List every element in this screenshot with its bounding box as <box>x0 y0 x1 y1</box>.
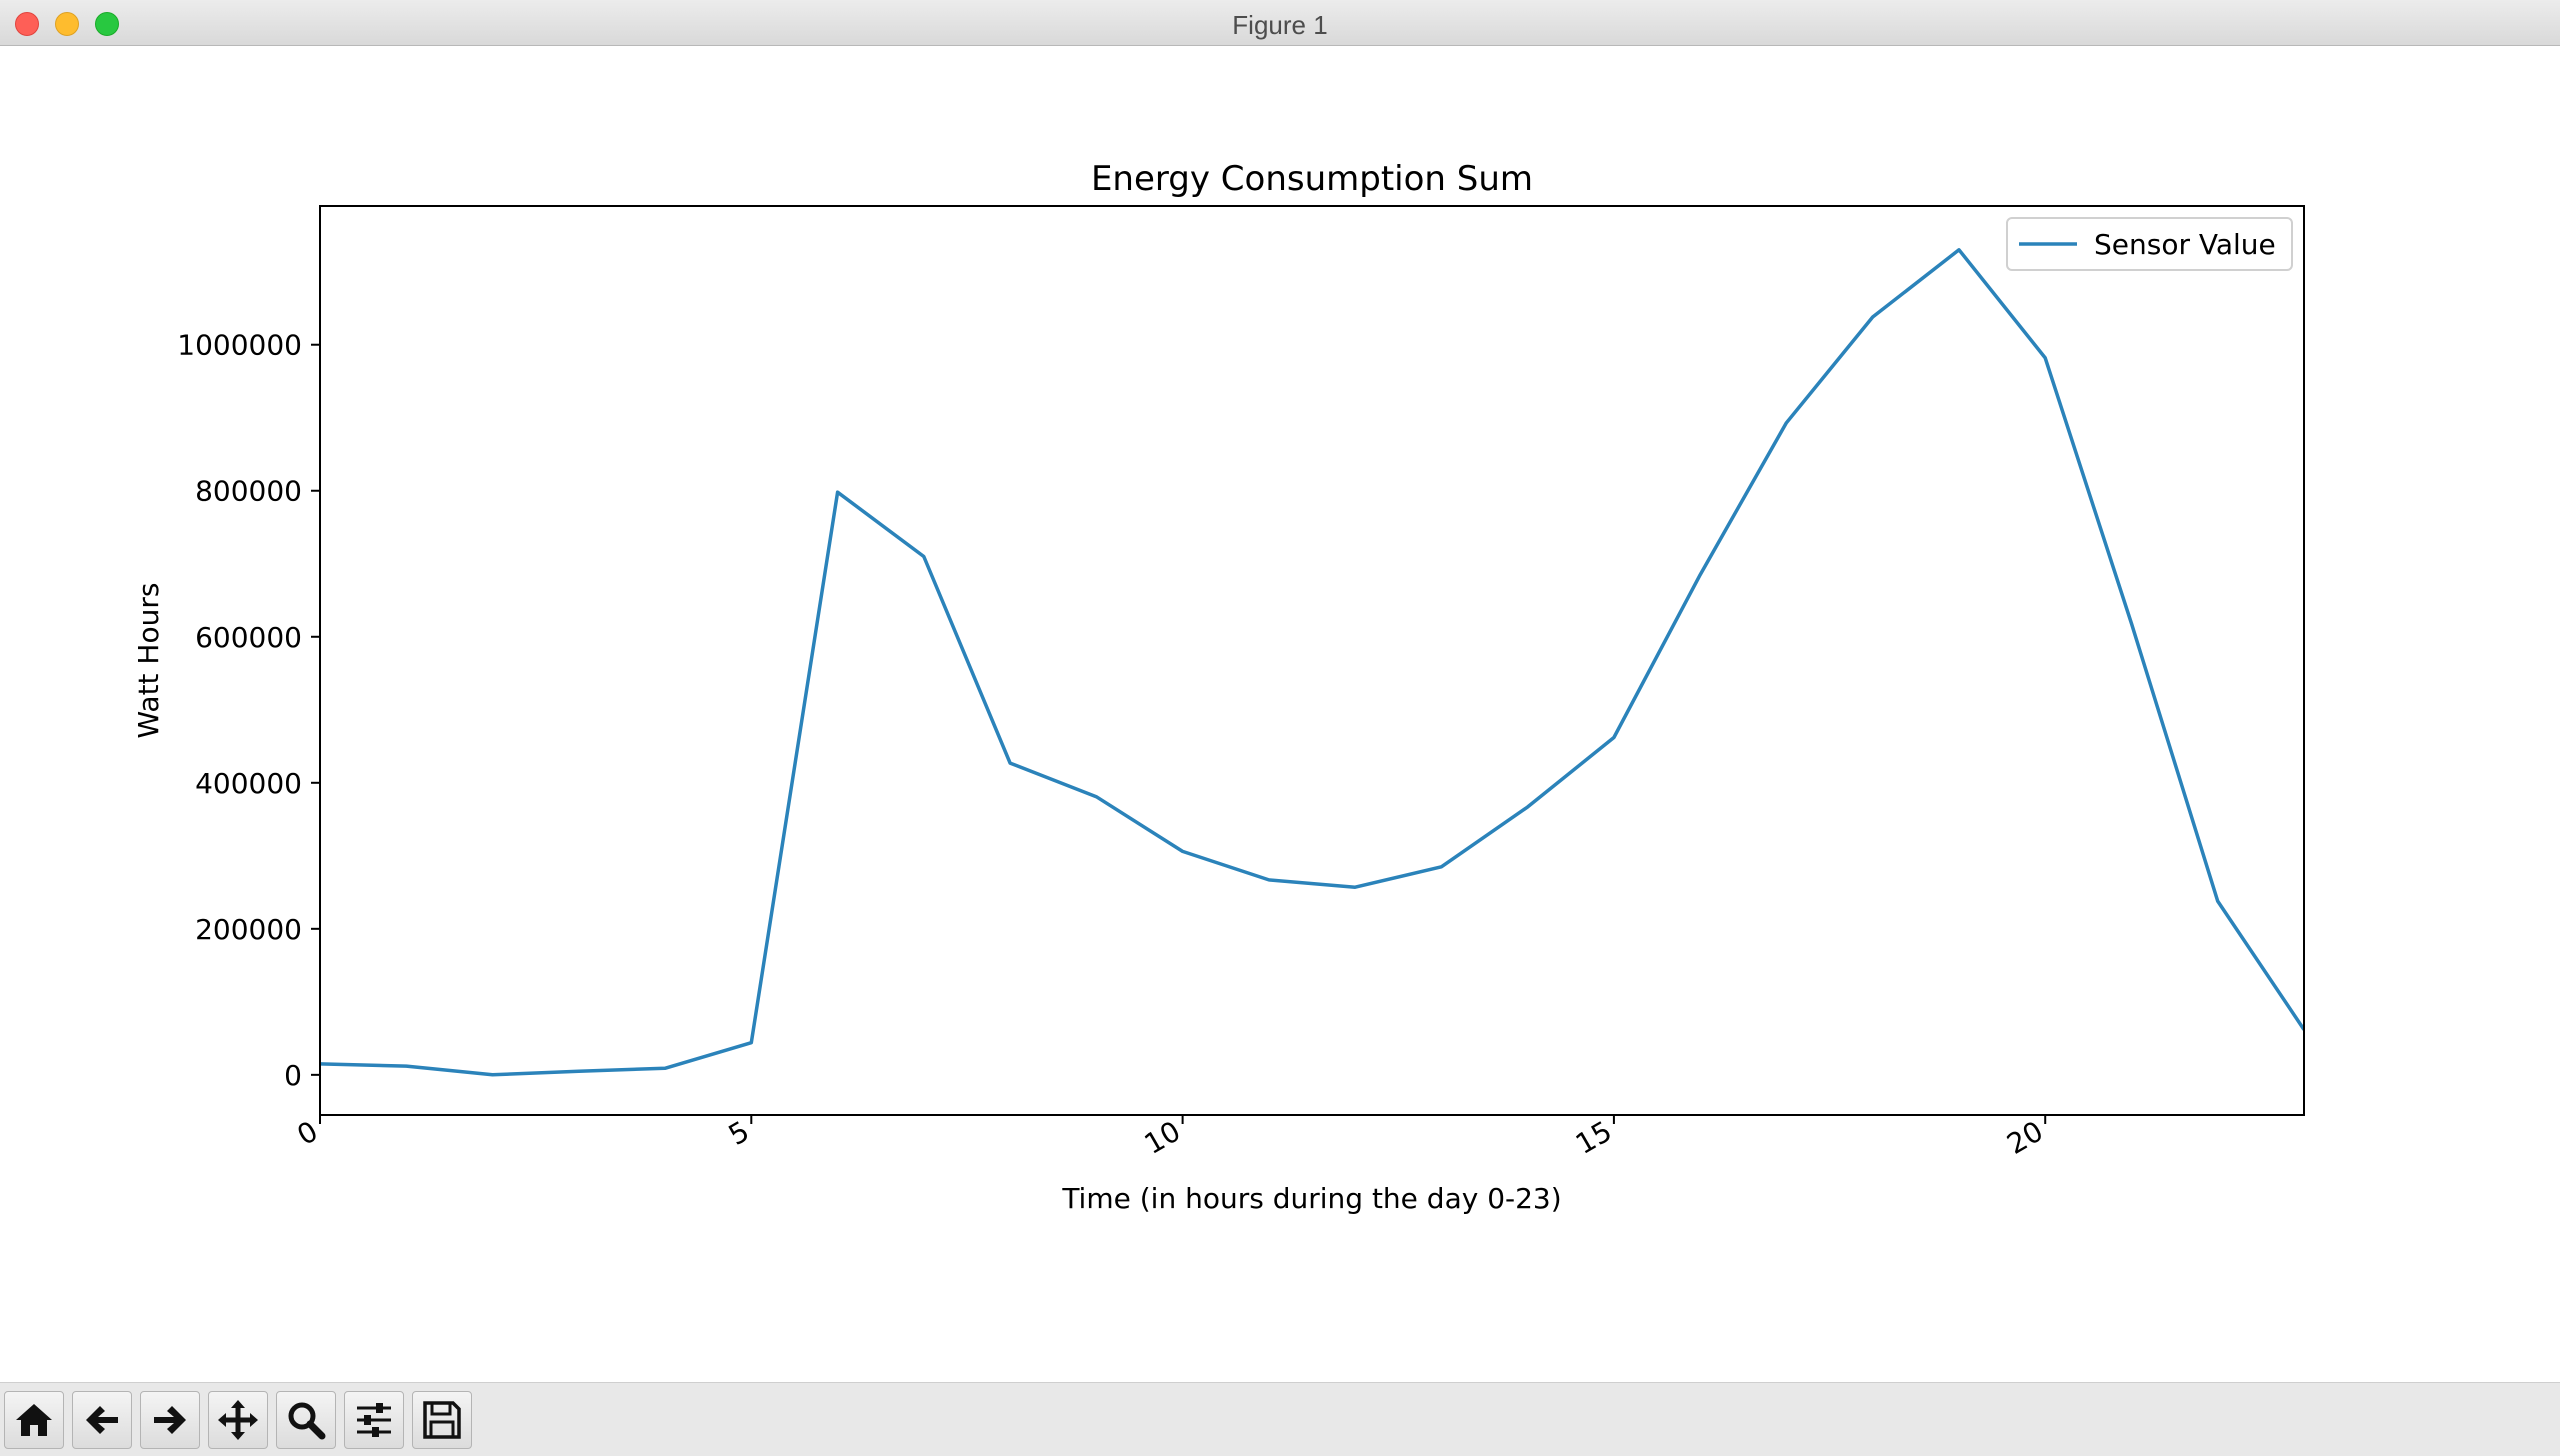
y-tick-label: 0 <box>284 1059 302 1092</box>
series-line-0 <box>320 248 2304 1077</box>
y-tick-label: 200000 <box>195 913 302 946</box>
chart-title: Energy Consumption Sum <box>1091 159 1533 199</box>
x-tick-label: 20 <box>2001 1114 2048 1160</box>
y-tick-label: 800000 <box>195 475 302 508</box>
y-axis-label: Watt Hours <box>132 583 165 739</box>
navigation-toolbar <box>0 1382 2560 1456</box>
forward-button[interactable] <box>140 1391 200 1449</box>
x-tick-label: 15 <box>1570 1114 1617 1160</box>
save-figure-button[interactable] <box>412 1391 472 1449</box>
title-bar[interactable]: Figure 1 <box>0 0 2560 46</box>
home-icon <box>16 1404 52 1436</box>
zoom-button[interactable] <box>276 1391 336 1449</box>
back-button[interactable] <box>72 1391 132 1449</box>
y-tick-label: 400000 <box>195 767 302 800</box>
move-icon <box>218 1400 258 1440</box>
y-tick-label: 600000 <box>195 621 302 654</box>
x-axis-label: Time (in hours during the day 0-23) <box>1061 1182 1561 1215</box>
x-tick-label: 5 <box>723 1114 755 1151</box>
minimize-window-button[interactable] <box>55 12 79 36</box>
x-tick-label: 10 <box>1139 1114 1186 1160</box>
zoom-icon <box>288 1402 326 1440</box>
sliders-icon <box>357 1403 391 1437</box>
plot-frame <box>319 205 2305 1116</box>
arrow-left-icon <box>86 1406 118 1434</box>
save-icon <box>423 1401 461 1439</box>
maximize-window-button[interactable] <box>95 12 119 36</box>
x-tick-label: 0 <box>292 1114 324 1151</box>
line-chart: Energy Consumption Sum 0 200000 400000 60000… <box>132 159 2305 1215</box>
legend-label: Sensor Value <box>2094 228 2276 261</box>
pan-button[interactable] <box>208 1391 268 1449</box>
figure-canvas[interactable]: Energy Consumption Sum 0 200000 400000 60000… <box>0 46 2560 1382</box>
configure-subplots-button[interactable] <box>344 1391 404 1449</box>
close-window-button[interactable] <box>15 12 39 36</box>
window-title: Figure 1 <box>1232 10 1328 40</box>
home-button[interactable] <box>4 1391 64 1449</box>
y-tick-label: 1000000 <box>177 329 302 362</box>
legend-box <box>2006 217 2293 271</box>
arrow-right-icon <box>154 1406 186 1434</box>
